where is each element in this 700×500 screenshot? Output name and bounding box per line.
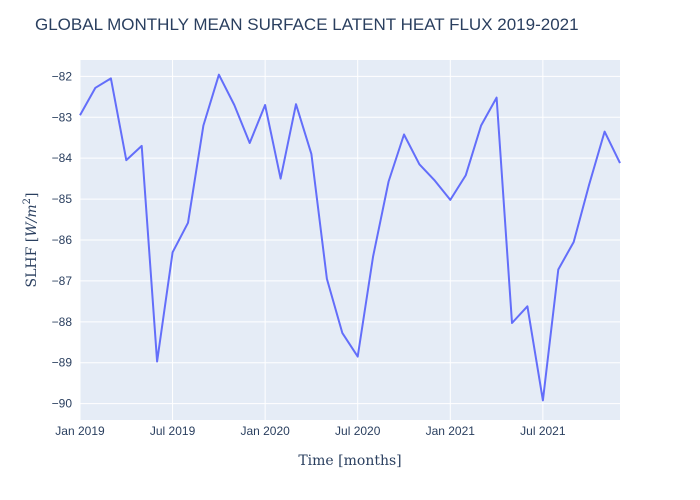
x-axis: Jan 2019 Jul 2019 Jan 2020 Jul 2020 Jan 2021… (55, 424, 566, 438)
x-tick-label: Jan 2020 (240, 424, 290, 438)
y-axis-title: SLHF [W/m2] (22, 193, 40, 288)
y-tick-label: −85 (52, 192, 73, 206)
y-tick-label: −88 (52, 315, 73, 329)
grid (79, 60, 620, 420)
chart-title: GLOBAL MONTHLY MEAN SURFACE LATENT HEAT … (35, 15, 579, 34)
x-tick-label: Jul 2020 (335, 424, 381, 438)
x-tick-label: Jul 2021 (520, 424, 566, 438)
y-tick-label: −86 (52, 233, 73, 247)
y-tick-label: −82 (52, 69, 73, 83)
y-tick-label: −90 (52, 397, 73, 411)
y-tick-label: −87 (52, 274, 73, 288)
y-tick-label: −89 (52, 356, 73, 370)
x-axis-title: Time [months] (298, 453, 401, 469)
y-axis: −82 −83 −84 −85 −86 −87 −88 −89 −90 (52, 69, 73, 410)
x-tick-label: Jan 2021 (426, 424, 476, 438)
x-tick-label: Jul 2019 (150, 424, 196, 438)
x-tick-label: Jan 2019 (55, 424, 105, 438)
series-line (79, 73, 621, 402)
y-tick-label: −83 (52, 110, 73, 124)
y-tick-label: −84 (52, 151, 73, 165)
